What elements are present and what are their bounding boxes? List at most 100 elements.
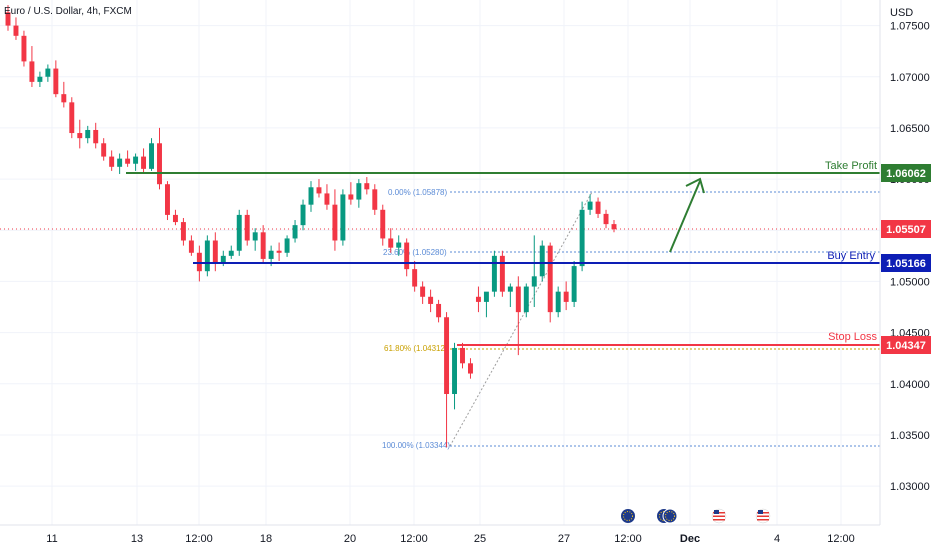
candle [61,81,67,108]
candle-body [212,240,218,264]
candle [316,179,322,198]
time-tick-label: 13 [131,533,143,545]
candle-body [292,225,298,239]
event-icons[interactable] [621,508,771,524]
candle-body [180,222,186,241]
candle [428,289,434,313]
candle [37,71,43,87]
candle-body [141,156,147,169]
candle-body [332,204,338,241]
candle-body [165,184,170,215]
candle [204,235,210,277]
candle [149,138,154,171]
candle [603,209,609,229]
candle-body [579,209,585,267]
currency-label: USD [890,7,913,19]
candle [276,242,282,261]
candle-body [220,255,226,264]
candle-body [507,286,513,292]
candle-body [587,201,593,210]
current-price: 1.05507 [886,224,926,236]
time-axis-panel[interactable] [0,525,932,550]
candle [444,312,450,448]
candle-body [204,240,210,272]
candle [308,181,314,212]
candle [165,181,170,221]
candle [29,46,35,87]
stop-loss-price: 1.04347 [886,340,926,352]
event-icon-us-1[interactable] [711,508,727,524]
candle-body [483,291,489,302]
candle-body [244,214,250,241]
candle-body [380,209,386,239]
buy-entry-price: 1.05166 [886,258,926,270]
candle [348,182,354,205]
candle [420,281,426,304]
candle-body [340,194,346,241]
event-icon-us-2[interactable] [755,508,771,524]
candle [45,64,51,82]
candle [555,286,561,318]
price-tick-label: 1.03500 [890,430,930,442]
candle-body [491,255,497,292]
candle [563,281,569,311]
candle [172,209,178,226]
candle-body [611,224,617,230]
candle-body [348,194,354,200]
candle-body [460,347,465,364]
candle-body [29,61,35,82]
candle-body [499,255,505,292]
take-profit-price: 1.06062 [886,168,926,180]
candle [85,125,91,144]
candle-body [228,250,234,256]
event-icon-eu-1[interactable] [621,509,635,523]
candle [396,235,402,256]
candle [324,184,330,210]
candle [515,276,521,356]
candle [125,150,131,167]
fib-trendline [449,191,593,447]
price-tick-label: 1.07000 [890,72,930,84]
fib-label-618: 61.80% (1.04312) [384,344,448,353]
candle [539,240,545,282]
event-icon-eu-3[interactable] [662,508,678,524]
candle [483,291,489,318]
candle [228,245,234,259]
candle [412,260,418,292]
fib-label-236: 23.60% (1.05280) [383,248,447,257]
price-axis-panel[interactable] [880,0,932,550]
candle [452,342,457,410]
candle-body [396,242,402,248]
candle-body [595,201,601,214]
candle-body [284,238,290,253]
candle [460,342,465,369]
candle-body [109,156,115,167]
candle-body [93,129,99,144]
candle [5,5,11,31]
buy-entry-badge: 1.05166 [881,254,931,272]
candle-body [468,363,473,374]
candle [188,235,194,256]
time-tick-label: 18 [260,533,272,545]
take-profit-badge: 1.06062 [881,164,931,182]
candle-body [13,25,19,36]
candle-body [603,213,609,225]
fib-label-100: 100.00% (1.03344) [382,441,450,450]
candle [388,228,394,253]
candle [252,228,258,251]
candle [340,189,346,246]
projection-arrow[interactable] [669,177,705,253]
fib-retracement[interactable]: 0.00% (1.05878) 23.60% (1.05280) 61.80% … [382,188,880,450]
candle [372,184,378,215]
candle-body [555,291,561,313]
candle [356,179,362,208]
time-tick-label: 20 [344,533,356,545]
candle-body [236,214,242,251]
candle-body [196,252,202,272]
candle-body [356,183,362,200]
time-tick-label: 11 [46,533,57,545]
candle [244,209,250,246]
candle-body [316,187,322,194]
